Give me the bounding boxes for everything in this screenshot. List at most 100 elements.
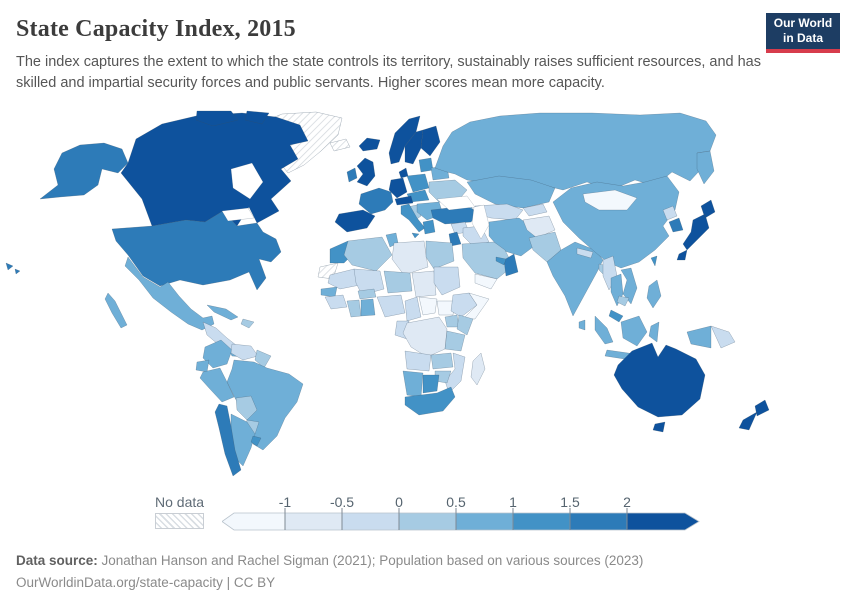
- country-nigeria[interactable]: [376, 294, 406, 318]
- country-cameroon[interactable]: [404, 296, 422, 322]
- country-tanzania[interactable]: [444, 330, 466, 352]
- country-kazakhstan[interactable]: [466, 175, 556, 209]
- country-ghana[interactable]: [360, 298, 376, 317]
- country-indonesia-borneo[interactable]: [620, 315, 648, 347]
- country-afghanistan[interactable]: [522, 215, 556, 239]
- country-niger[interactable]: [383, 270, 413, 294]
- country-uae[interactable]: [495, 256, 507, 266]
- country-mexico[interactable]: [124, 256, 215, 331]
- country-iceland[interactable]: [358, 137, 381, 152]
- country-philippines[interactable]: [646, 279, 662, 309]
- country-bolivia[interactable]: [235, 395, 258, 421]
- country-hispaniola[interactable]: [240, 318, 255, 329]
- country-vietnam[interactable]: [620, 267, 638, 305]
- country-united-states[interactable]: [111, 210, 282, 291]
- country-france[interactable]: [358, 187, 394, 215]
- country-south-sudan[interactable]: [436, 300, 456, 316]
- owid-logo[interactable]: Our World in Data: [766, 13, 840, 53]
- country-guinea[interactable]: [324, 294, 348, 310]
- country-sudan[interactable]: [433, 266, 461, 296]
- country-mongolia[interactable]: [582, 189, 638, 211]
- country-taiwan[interactable]: [650, 255, 658, 267]
- country-south-africa[interactable]: [404, 386, 456, 416]
- country-egypt[interactable]: [425, 240, 455, 270]
- country-brazil[interactable]: [226, 359, 304, 451]
- country-ireland[interactable]: [346, 167, 358, 183]
- country-yemen[interactable]: [474, 273, 498, 290]
- country-ethiopia[interactable]: [450, 292, 478, 318]
- country-central-african-republic[interactable]: [418, 296, 438, 316]
- legend-bin-2[interactable]: [285, 513, 342, 530]
- country-italy[interactable]: [400, 203, 426, 239]
- country-uganda[interactable]: [444, 314, 460, 328]
- country-switzerland-austria[interactable]: [394, 195, 414, 206]
- country-spain[interactable]: [334, 209, 376, 233]
- country-israel-jordan[interactable]: [448, 231, 462, 247]
- country-chile[interactable]: [214, 403, 242, 477]
- country-germany[interactable]: [388, 177, 408, 199]
- country-angola[interactable]: [404, 350, 432, 372]
- legend-bin-4[interactable]: [399, 513, 456, 530]
- country-baltics[interactable]: [418, 157, 434, 173]
- country-burkina-faso[interactable]: [357, 288, 377, 300]
- country-nepal[interactable]: [576, 247, 594, 259]
- country-indonesia-sulawesi[interactable]: [648, 321, 660, 343]
- country-peru[interactable]: [199, 367, 235, 403]
- country-senegal[interactable]: [320, 286, 338, 298]
- country-venezuela[interactable]: [230, 343, 259, 361]
- country-oman[interactable]: [503, 253, 519, 277]
- country-algeria[interactable]: [343, 236, 393, 272]
- country-indonesia-sumatra[interactable]: [594, 315, 614, 345]
- country-botswana[interactable]: [422, 374, 440, 394]
- country-west-papua[interactable]: [686, 325, 712, 349]
- country-libya[interactable]: [391, 240, 429, 276]
- country-namibia[interactable]: [402, 370, 424, 398]
- country-denmark[interactable]: [398, 167, 409, 179]
- country-malaysia[interactable]: [608, 309, 624, 323]
- country-canada-arctic2[interactable]: [244, 110, 270, 125]
- country-iran[interactable]: [488, 217, 538, 257]
- country-alaska[interactable]: [39, 142, 129, 200]
- country-cambodia[interactable]: [616, 295, 630, 307]
- country-poland[interactable]: [406, 173, 430, 193]
- legend-bin-3[interactable]: [342, 513, 399, 530]
- country-canada-arctic1[interactable]: [195, 110, 239, 127]
- country-hawaii[interactable]: [5, 262, 21, 275]
- country-tasmania[interactable]: [652, 421, 666, 433]
- country-new-zealand[interactable]: [738, 399, 770, 431]
- country-finland[interactable]: [420, 125, 441, 157]
- country-south-korea[interactable]: [668, 217, 684, 233]
- legend-bin-8[interactable]: [627, 513, 699, 530]
- country-japan[interactable]: [676, 199, 716, 261]
- country-svalbard[interactable]: [329, 138, 351, 152]
- country-sri-lanka[interactable]: [578, 319, 586, 331]
- country-canada[interactable]: [120, 112, 309, 227]
- country-drc[interactable]: [402, 316, 448, 358]
- owid-link[interactable]: OurWorldinData.org/state-capacity: [16, 574, 223, 590]
- country-cuba[interactable]: [206, 304, 239, 321]
- country-kenya[interactable]: [456, 314, 474, 336]
- country-ecuador[interactable]: [195, 359, 210, 373]
- country-chad[interactable]: [411, 270, 437, 298]
- legend-bin-7[interactable]: [570, 513, 627, 530]
- country-saudi-arabia[interactable]: [461, 241, 514, 280]
- legend-bin-5[interactable]: [456, 513, 513, 530]
- country-greece[interactable]: [422, 219, 436, 235]
- country-uruguay[interactable]: [250, 435, 262, 447]
- country-mauritania[interactable]: [327, 268, 361, 290]
- country-mexico-baja[interactable]: [104, 292, 128, 329]
- country-india[interactable]: [546, 241, 604, 317]
- country-russia-kamchatka[interactable]: [696, 150, 715, 185]
- legend-bin-1[interactable]: [222, 513, 285, 530]
- no-data-swatch[interactable]: [155, 513, 204, 529]
- legend-bin-6[interactable]: [513, 513, 570, 530]
- country-colombia[interactable]: [202, 339, 233, 369]
- country-madagascar[interactable]: [470, 352, 486, 386]
- country-ivory-coast[interactable]: [346, 299, 362, 318]
- country-north-korea[interactable]: [662, 205, 678, 221]
- country-kyrgyz-tajik[interactable]: [522, 203, 548, 217]
- country-australia[interactable]: [613, 342, 706, 418]
- country-united-kingdom[interactable]: [356, 157, 376, 187]
- country-papua-new-guinea[interactable]: [710, 325, 736, 349]
- country-zambia[interactable]: [430, 352, 454, 370]
